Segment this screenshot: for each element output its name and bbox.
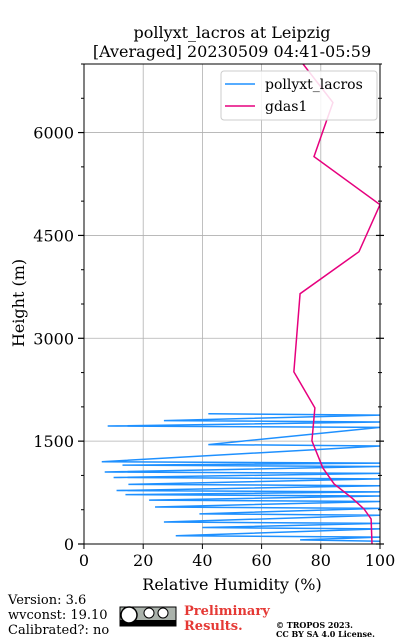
y-tick-label: 1500: [33, 432, 74, 451]
x-tick-label: 80: [311, 551, 331, 570]
preliminary-text: Results.: [184, 619, 243, 634]
chart-title: [Averaged] 20230509 04:41-05:59: [93, 42, 371, 61]
legend-box: [220, 70, 378, 121]
y-tick-label: 0: [64, 535, 74, 554]
x-tick-label: 0: [79, 551, 89, 570]
profile-line: [293, 64, 380, 544]
profile-line: [101, 412, 380, 543]
cc-badge: [119, 606, 177, 627]
footer-text: Version: 3.6: [7, 593, 86, 608]
x-tick-label: 100: [365, 551, 396, 570]
y-tick-label: 6000: [33, 124, 74, 143]
footer-text: wvconst: 19.10: [8, 608, 108, 623]
y-tick-label: 4500: [33, 226, 74, 245]
y-axis-label: Height (m): [9, 259, 28, 347]
y-tick-label: 3000: [33, 329, 74, 348]
legend-label: pollyxt_lacros: [265, 77, 363, 93]
x-tick-label: 60: [251, 551, 271, 570]
legend-label: gdas1: [265, 99, 307, 115]
x-axis-label: Relative Humidity (%): [142, 575, 321, 594]
plot-frame: [83, 63, 381, 545]
x-tick-label: 20: [133, 551, 153, 570]
chart-title: pollyxt_lacros at Leipzig: [133, 23, 330, 42]
copyright-text: © TROPOS 2023.: [276, 620, 353, 630]
copyright-text: CC BY SA 4.0 License.: [276, 629, 375, 639]
x-tick-label: 40: [192, 551, 212, 570]
footer-text: Calibrated?: no: [8, 623, 109, 638]
preliminary-text: Preliminary: [184, 604, 270, 619]
